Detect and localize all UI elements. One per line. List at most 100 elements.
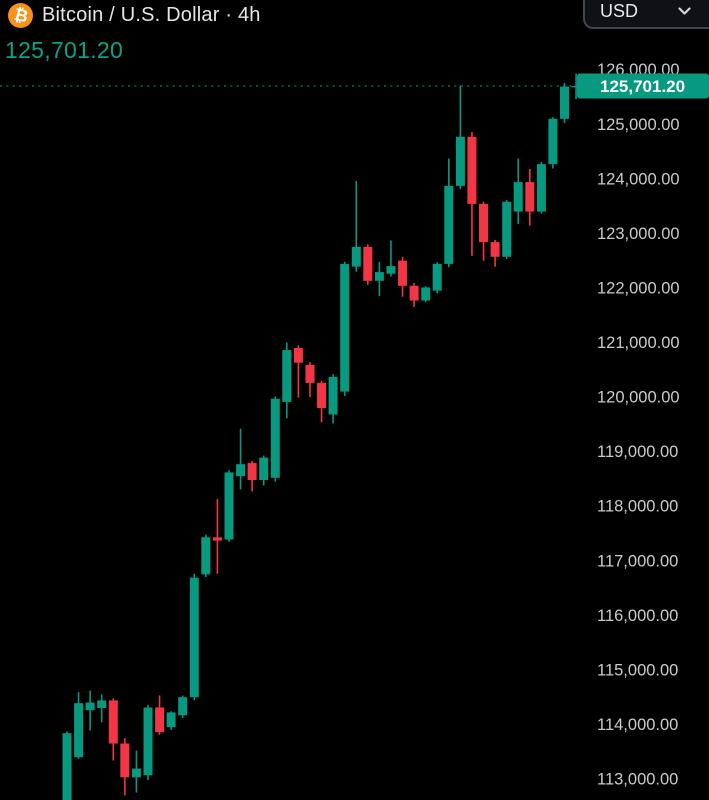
current-price-tag-label: 125,701.20 [600,77,685,96]
candle [85,690,95,731]
price-axis-tick-label: 123,000.00 [597,225,680,243]
bitcoin-logo-icon: ₿ [8,3,33,28]
candle-body [536,164,546,212]
candle [293,345,303,398]
candle [363,244,373,285]
candle-body [409,285,419,301]
candle-body [97,700,107,708]
candle-body [502,201,512,257]
current-price-tag-background [577,73,709,99]
candle [201,534,211,578]
candle [74,692,84,759]
candle [247,460,257,492]
candle-body [351,247,361,267]
candle-body [490,242,500,257]
candle-body [120,743,130,778]
candle [97,694,107,723]
price-axis-tick-label: 117,000.00 [597,552,678,570]
candle [236,428,246,490]
candle [502,200,512,259]
candle [513,158,523,225]
candle [317,380,326,423]
candle-body [62,733,72,800]
currency-selector-dropdown[interactable]: USD [583,0,709,29]
candle [479,201,488,261]
candle [340,261,350,396]
candle-body [305,364,315,383]
price-axis-tick-label: 124,000.00 [597,170,680,188]
candle-body [560,86,569,119]
candle-body [455,136,465,186]
candle [178,695,188,718]
header-last-price: 125,701.20 [5,37,124,63]
candle [108,698,118,761]
price-axis-tick-label: 125,000.00 [597,116,680,134]
candle [62,731,72,800]
candle [490,239,500,267]
candle-body [143,707,153,776]
candle-body [259,457,269,480]
candle [189,573,199,701]
candle [270,396,280,482]
candle-body [189,577,199,698]
price-scale[interactable]: 126,000.00125,000.00124,000.00123,000.00… [597,61,680,788]
price-axis-tick-label: 122,000.00 [597,279,680,297]
symbol-header: ₿ Bitcoin / U.S. Dollar · 4h 125,701.20 [0,0,261,64]
candle [409,283,419,307]
candle [455,85,465,190]
candle [432,262,442,294]
candle [305,362,315,398]
price-axis-tick-label: 119,000.00 [597,443,678,461]
candle [444,158,454,268]
candle [536,161,546,214]
candle-body [386,266,396,274]
candle [351,181,361,272]
candle [120,738,130,796]
candle-body [155,707,165,733]
candle [282,342,292,419]
candle [224,470,234,542]
candle-body [85,702,95,711]
candle [212,499,222,574]
candle-body [201,537,211,575]
price-axis-tick-label: 114,000.00 [597,716,678,734]
candle [560,82,569,124]
candle-body [212,537,222,541]
candle-body [548,118,558,165]
candle-body [282,350,292,402]
candle-body [166,712,176,728]
candle-body [224,472,234,540]
candle [467,131,477,256]
candle-body [108,700,118,744]
candle-body [74,703,84,758]
candle-body [293,348,303,363]
candle-body [328,376,338,415]
current-price-tag: 125,701.20 [577,73,709,99]
candle-body [236,464,246,477]
price-axis-tick-label: 121,000.00 [597,334,680,352]
candle [398,256,407,297]
candle-body [525,182,535,212]
price-axis-tick-label: 115,000.00 [597,661,678,679]
candle [143,704,153,781]
candle-body [479,203,488,243]
candle-body [270,398,280,478]
candle [525,169,535,226]
candle [166,711,176,730]
candle [328,374,338,424]
price-axis-tick-label: 113,000.00 [597,771,678,789]
symbol-title: Bitcoin / U.S. Dollar · 4h [42,4,261,26]
candle-body [131,768,141,778]
candle-body [317,382,326,408]
candle-body [398,260,407,286]
candle [131,750,141,793]
price-axis-tick-label: 120,000.00 [597,389,680,407]
candle-body [247,463,257,480]
candle-body [444,185,454,264]
candles-layer [62,73,581,800]
candle-body [363,247,373,281]
candle-body [340,263,350,392]
price-axis-tick-label: 118,000.00 [597,498,678,516]
candle-body [374,272,384,281]
